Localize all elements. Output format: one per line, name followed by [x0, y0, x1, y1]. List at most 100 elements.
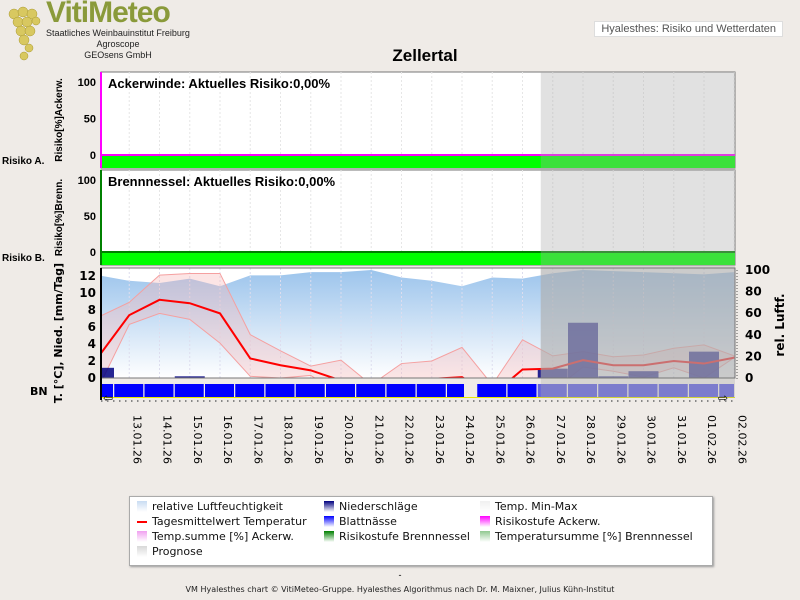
- x-minor-tick: [173, 400, 175, 402]
- page-label: Hyalesthes: Risiko und Wetterdaten: [594, 21, 783, 37]
- leaf-wetness-segment: [447, 384, 464, 397]
- x-minor-tick: [473, 400, 475, 402]
- vitimeteo-logo: VitiMeteo: [46, 0, 171, 29]
- grape-logo-icon: [8, 6, 41, 61]
- legend-item: Prognose: [137, 545, 203, 558]
- y-tick-label: 4: [88, 337, 96, 351]
- x-minor-tick: [497, 400, 499, 402]
- x-minor-tick: [551, 400, 553, 402]
- x-minor-tick: [305, 400, 307, 402]
- x-minor-tick: [461, 400, 463, 402]
- x-tick-label: 14.01.26: [161, 415, 174, 464]
- x-minor-tick: [233, 400, 235, 402]
- legend-item: Risikostufe Brennnessel: [324, 530, 470, 543]
- x-minor-tick: [665, 400, 667, 402]
- legend-label: Temp. Min-Max: [495, 500, 578, 513]
- x-tick-label: 21.01.26: [372, 415, 385, 464]
- x-minor-tick: [269, 400, 271, 402]
- x-minor-tick: [311, 400, 313, 402]
- legend-label: relative Luftfeuchtigkeit: [152, 500, 283, 513]
- legend-label: Risikostufe Ackerw.: [495, 515, 601, 528]
- x-minor-tick: [671, 400, 673, 402]
- x-minor-tick: [353, 400, 355, 402]
- precip-bar: [537, 368, 568, 378]
- legend-item: Niederschläge: [324, 500, 418, 513]
- legend-swatch: [137, 501, 147, 512]
- x-minor-tick: [383, 400, 385, 402]
- x-minor-tick: [455, 400, 457, 402]
- x-minor-tick: [731, 400, 733, 402]
- leaf-wetness-segment: [265, 384, 295, 397]
- footer-dash: -: [398, 570, 402, 580]
- legend-swatch: [324, 531, 334, 542]
- forecast-region: [540, 72, 735, 398]
- x-minor-tick: [419, 400, 421, 402]
- legend-label: Prognose: [152, 545, 203, 558]
- x-tick-label: 19.01.26: [312, 415, 325, 464]
- x-minor-tick: [167, 400, 169, 402]
- x-minor-tick: [425, 400, 427, 402]
- legend-swatch: [324, 501, 334, 512]
- leaf-wetness-segment: [477, 384, 507, 397]
- x-tick-label: 30.01.26: [645, 415, 658, 464]
- x-minor-tick: [407, 400, 409, 402]
- x-minor-tick: [119, 400, 121, 402]
- legend-item: Temperatursumme [%] Brennnessel: [480, 530, 693, 543]
- x-tick-label: 18.01.26: [282, 415, 295, 464]
- leaf-wetness-segment: [101, 384, 113, 397]
- x-minor-tick: [503, 400, 505, 402]
- precip-bar: [101, 367, 114, 378]
- x-minor-tick: [545, 400, 547, 402]
- weather-y-axis-label: T. [°C], Nied. [mm/Tag]: [52, 263, 65, 403]
- x-minor-tick: [611, 400, 613, 402]
- scroll-left-arrow-icon: ⇦: [103, 391, 113, 405]
- x-tick-label: 02.02.26: [735, 415, 748, 464]
- x-minor-tick: [329, 400, 331, 402]
- x-minor-tick: [395, 400, 397, 402]
- x-minor-tick: [197, 400, 199, 402]
- x-minor-tick: [437, 400, 439, 402]
- x-minor-tick: [347, 400, 349, 402]
- x-minor-tick: [725, 400, 727, 402]
- x-minor-tick: [689, 400, 691, 402]
- risk-side-label: Risiko A.: [2, 156, 45, 167]
- x-minor-tick: [605, 400, 607, 402]
- leaf-wetness-segment: [507, 384, 537, 397]
- y-tick-label: 50: [84, 114, 96, 126]
- x-minor-tick: [527, 400, 529, 402]
- legend-swatch: [137, 531, 147, 542]
- leaf-wetness-segment: [295, 384, 325, 397]
- precip-bar: [598, 376, 629, 378]
- x-minor-tick: [629, 400, 631, 402]
- y-tick-label: 0: [88, 371, 96, 385]
- leaf-wetness-segment: [356, 384, 386, 397]
- legend-label: Risikostufe Brennnessel: [339, 530, 470, 543]
- legend-swatch: [480, 531, 490, 542]
- y-tick-label: 2: [88, 354, 96, 368]
- x-minor-tick: [653, 400, 655, 402]
- x-minor-tick: [587, 400, 589, 402]
- x-minor-tick: [299, 400, 301, 402]
- institution: Agroscope: [96, 39, 140, 49]
- x-minor-tick: [581, 400, 583, 402]
- x-minor-tick: [131, 400, 133, 402]
- x-minor-tick: [245, 400, 247, 402]
- x-tick-label: 28.01.26: [584, 415, 597, 464]
- x-minor-tick: [143, 400, 145, 402]
- legend-item: Temp. Min-Max: [480, 500, 578, 513]
- legend-item: Tagesmittelwert Temperatur: [137, 515, 307, 528]
- x-minor-tick: [449, 400, 451, 402]
- x-minor-tick: [137, 400, 139, 402]
- leaf-wetness-segment: [416, 384, 446, 397]
- x-tick-label: 31.01.26: [675, 415, 688, 464]
- risk-level-bar: [101, 252, 735, 265]
- humidity-axis-label: rel. Luftf.: [773, 293, 787, 356]
- y-tick-label: 0: [90, 247, 96, 259]
- risk-level-bar: [101, 155, 735, 168]
- x-minor-tick: [719, 400, 721, 402]
- x-minor-tick: [701, 400, 703, 402]
- legend-swatch: [137, 546, 147, 557]
- x-minor-tick: [341, 400, 343, 402]
- precip-bar: [568, 322, 598, 378]
